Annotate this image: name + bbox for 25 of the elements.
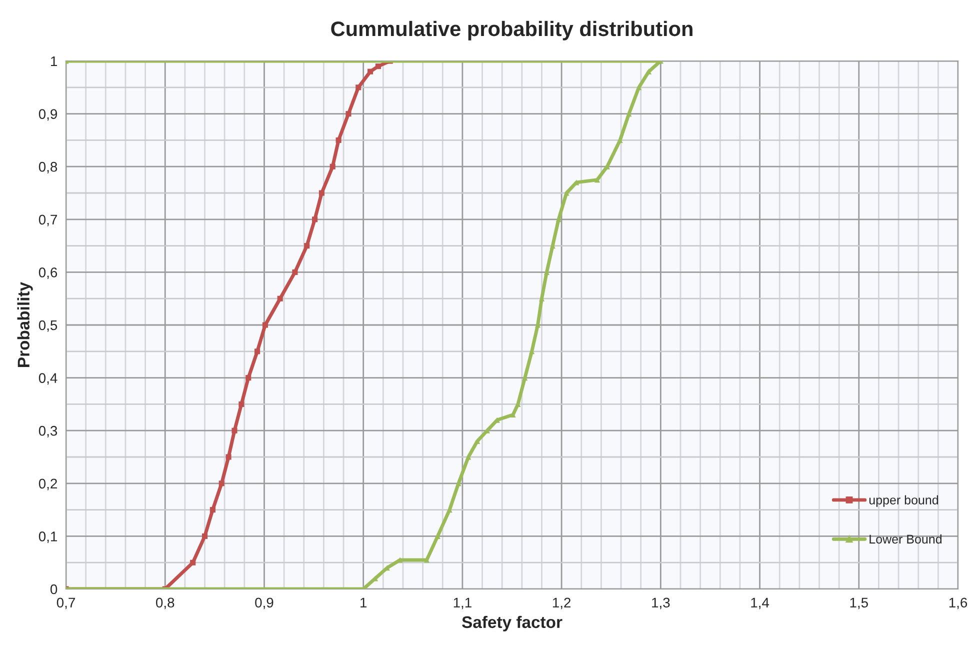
x-tick-label: 1,6 [949,598,968,610]
y-tick-label: 0 [50,584,58,594]
y-tick-label: 0,4 [38,373,58,385]
y-axis-title: Probability [17,282,33,367]
x-tick-label: 1,1 [454,598,472,610]
legend-label: upper bound [869,495,938,507]
y-tick-label: 0,5 [38,320,58,332]
y-tick-label: 0,8 [38,162,58,174]
chart-title: Cummulative probability distribution [331,20,692,40]
y-tick-label: 0,2 [38,478,57,490]
x-tick-label: 0,8 [156,598,174,610]
x-tick-label: 1,4 [751,598,770,610]
legend-label: Lower Bound [870,534,942,544]
x-tick-label: 1,3 [652,598,670,610]
y-tick-label: 0,9 [38,109,58,121]
x-axis-title: Safety factor [462,616,562,632]
x-tick-label: 0,9 [255,598,274,610]
x-tick-label: 1,5 [850,598,868,610]
x-tick-label: 1 [360,598,367,608]
y-tick-label: 1 [51,56,57,66]
y-tick-label: 0,7 [38,214,57,226]
y-tick-label: 0,6 [38,268,58,280]
x-tick-label: 1,2 [552,598,571,610]
y-tick-label: 0,1 [38,532,57,544]
y-tick-label: 0,3 [38,426,58,438]
